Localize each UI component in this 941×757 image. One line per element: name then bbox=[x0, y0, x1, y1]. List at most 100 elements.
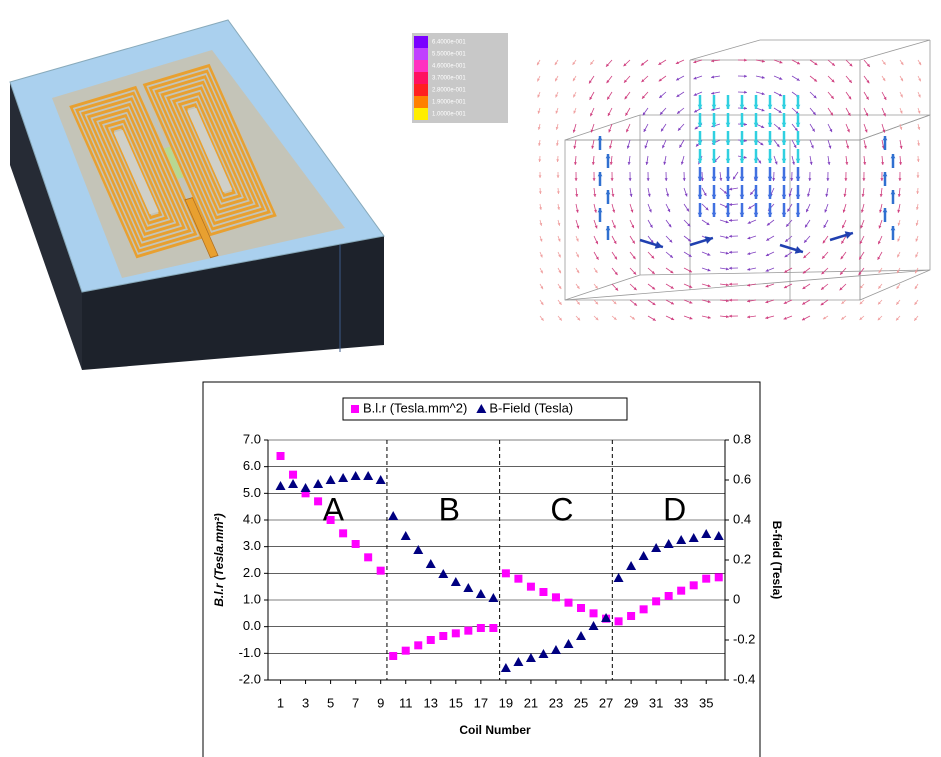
data-point bbox=[327, 516, 335, 524]
field-arrow-head bbox=[606, 190, 611, 194]
colorbar-label: 3.7000e-001 bbox=[432, 76, 466, 82]
colorbar-label: 1.9000e-001 bbox=[432, 100, 466, 106]
field-arrow-head bbox=[768, 195, 773, 199]
field-arrow-head bbox=[747, 268, 750, 271]
data-point bbox=[539, 588, 547, 596]
colorbar-swatch bbox=[414, 60, 428, 72]
field-arrow-head bbox=[900, 146, 903, 149]
colorbar-swatch bbox=[414, 96, 428, 108]
data-point bbox=[352, 540, 360, 548]
field-arrow-head bbox=[729, 203, 732, 206]
field-arrow-head bbox=[740, 177, 745, 181]
field-arrow-head bbox=[556, 127, 559, 130]
field-arrow-head bbox=[711, 92, 714, 95]
field-arrow-head bbox=[754, 195, 759, 199]
field-arrow-head bbox=[744, 91, 747, 94]
field-arrow-head bbox=[807, 194, 810, 197]
field-arrow-head bbox=[729, 299, 732, 302]
y-tick-label: 2.0 bbox=[243, 565, 261, 580]
field-arrow-head bbox=[863, 162, 866, 165]
field-arrow-head bbox=[712, 105, 717, 109]
field-arrow-head bbox=[663, 162, 666, 165]
field-arrow-head bbox=[782, 105, 787, 109]
data-point bbox=[339, 529, 347, 537]
field-arrow-head bbox=[879, 210, 882, 213]
field-arrow-head bbox=[826, 178, 829, 181]
legend-label: B.l.r (Tesla.mm^2) bbox=[363, 400, 467, 415]
y2-tick-label: -0.4 bbox=[733, 671, 755, 686]
y-tick-label: 0.0 bbox=[243, 618, 261, 633]
data-point bbox=[414, 641, 422, 649]
colorbar-label: 2.8000e-001 bbox=[432, 88, 466, 94]
wireframe bbox=[565, 40, 930, 300]
data-point bbox=[289, 471, 297, 479]
field-arrow-head bbox=[917, 159, 920, 162]
data-point bbox=[577, 604, 585, 612]
field-arrow-head bbox=[576, 210, 579, 213]
field-arrow-head bbox=[880, 178, 883, 181]
field-arrow-head bbox=[726, 252, 729, 255]
data-point bbox=[364, 553, 372, 561]
field-arrow-head bbox=[782, 213, 787, 217]
field-arrow-head bbox=[768, 105, 773, 109]
data-point bbox=[677, 587, 685, 595]
field-arrow-head bbox=[729, 315, 732, 318]
field-arrow-head bbox=[754, 159, 759, 163]
y2-tick-label: 0.4 bbox=[733, 511, 751, 526]
y-tick-label: 4.0 bbox=[243, 511, 261, 526]
field-arrow-head bbox=[897, 210, 900, 213]
colorbar-label: 5.5000e-001 bbox=[432, 52, 466, 58]
data-point bbox=[690, 581, 698, 589]
field-arrow-head bbox=[796, 159, 801, 163]
field-arrow-head bbox=[712, 213, 717, 217]
page: 6.4000e-0015.5000e-0014.6000e-0013.7000e… bbox=[0, 0, 941, 757]
legend-label: B-Field (Tesla) bbox=[489, 400, 573, 415]
field-arrow-head bbox=[744, 107, 747, 110]
y2-axis-label: B-field (Tesla) bbox=[770, 521, 784, 599]
x-tick-label: 5 bbox=[327, 695, 334, 710]
data-point bbox=[665, 592, 673, 600]
x-tick-label: 23 bbox=[549, 695, 563, 710]
field-arrow-head bbox=[782, 177, 787, 181]
field-arrow-head bbox=[606, 154, 611, 158]
field-arrow-head bbox=[712, 177, 717, 181]
field-arrow-head bbox=[538, 159, 541, 162]
field-arrow-head bbox=[744, 123, 747, 126]
field-arrow-head bbox=[796, 195, 801, 199]
field-arrow-head bbox=[883, 136, 888, 140]
field-arrow-head bbox=[575, 178, 578, 181]
data-point bbox=[640, 605, 648, 613]
field-arrow-head bbox=[898, 178, 901, 181]
data-point bbox=[527, 583, 535, 591]
field-arrow-head bbox=[768, 213, 773, 217]
y2-tick-label: 0.8 bbox=[733, 431, 751, 446]
field-arrow-head bbox=[891, 226, 896, 230]
field-arrow-head bbox=[864, 146, 867, 149]
field-arrow-head bbox=[726, 236, 729, 239]
field-arrow-head bbox=[740, 123, 745, 127]
y-tick-label: 6.0 bbox=[243, 458, 261, 473]
data-point bbox=[514, 575, 522, 583]
data-point bbox=[464, 627, 472, 635]
colorbar-label: 4.6000e-001 bbox=[432, 64, 466, 70]
data-point bbox=[502, 569, 510, 577]
field-arrow-head bbox=[726, 213, 731, 217]
y-tick-label: 3.0 bbox=[243, 538, 261, 553]
colorbar: 6.4000e-0015.5000e-0014.6000e-0013.7000e… bbox=[412, 33, 508, 123]
field-arrow-head bbox=[539, 175, 542, 178]
data-point bbox=[427, 636, 435, 644]
field-arrow-head bbox=[782, 141, 787, 145]
field-arrow-head bbox=[810, 162, 813, 165]
colorbar-swatch bbox=[414, 108, 428, 120]
x-tick-label: 27 bbox=[599, 695, 613, 710]
field-arrow-head bbox=[611, 178, 614, 181]
field-arrow-head bbox=[768, 177, 773, 181]
data-point bbox=[702, 575, 710, 583]
data-point bbox=[439, 632, 447, 640]
data-point bbox=[489, 624, 497, 632]
field-arrow-head bbox=[754, 213, 759, 217]
data-point bbox=[452, 629, 460, 637]
field-arrow-head bbox=[744, 139, 747, 142]
field-arrow-head bbox=[744, 156, 747, 159]
x-tick-label: 35 bbox=[699, 695, 713, 710]
